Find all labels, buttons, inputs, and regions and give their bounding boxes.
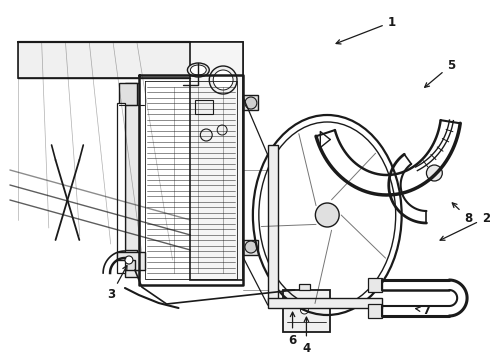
Polygon shape: [121, 250, 137, 270]
Circle shape: [426, 165, 442, 181]
Polygon shape: [243, 95, 258, 110]
Polygon shape: [368, 278, 382, 292]
Ellipse shape: [209, 66, 237, 94]
Polygon shape: [243, 240, 258, 255]
Circle shape: [316, 203, 339, 227]
Text: 6: 6: [289, 312, 296, 346]
Text: 3: 3: [107, 266, 127, 302]
Polygon shape: [268, 145, 278, 305]
Text: 7: 7: [416, 303, 431, 316]
Ellipse shape: [188, 63, 209, 77]
Polygon shape: [18, 42, 243, 78]
Polygon shape: [125, 83, 139, 277]
Circle shape: [300, 306, 308, 314]
Text: 4: 4: [302, 317, 311, 355]
Circle shape: [245, 241, 257, 253]
Text: 5: 5: [425, 59, 455, 87]
Polygon shape: [283, 290, 330, 332]
Polygon shape: [368, 304, 382, 318]
Circle shape: [217, 125, 227, 135]
Text: 2: 2: [440, 212, 490, 240]
Polygon shape: [117, 252, 145, 270]
Polygon shape: [298, 284, 310, 290]
Circle shape: [200, 129, 212, 141]
Polygon shape: [119, 83, 137, 105]
Polygon shape: [268, 298, 382, 308]
Text: 8: 8: [452, 203, 472, 225]
Circle shape: [245, 97, 257, 109]
FancyBboxPatch shape: [196, 100, 213, 114]
Polygon shape: [117, 103, 125, 273]
Polygon shape: [191, 42, 243, 280]
Circle shape: [125, 256, 133, 264]
Ellipse shape: [191, 65, 206, 75]
Ellipse shape: [213, 70, 233, 90]
Text: 1: 1: [336, 15, 396, 44]
